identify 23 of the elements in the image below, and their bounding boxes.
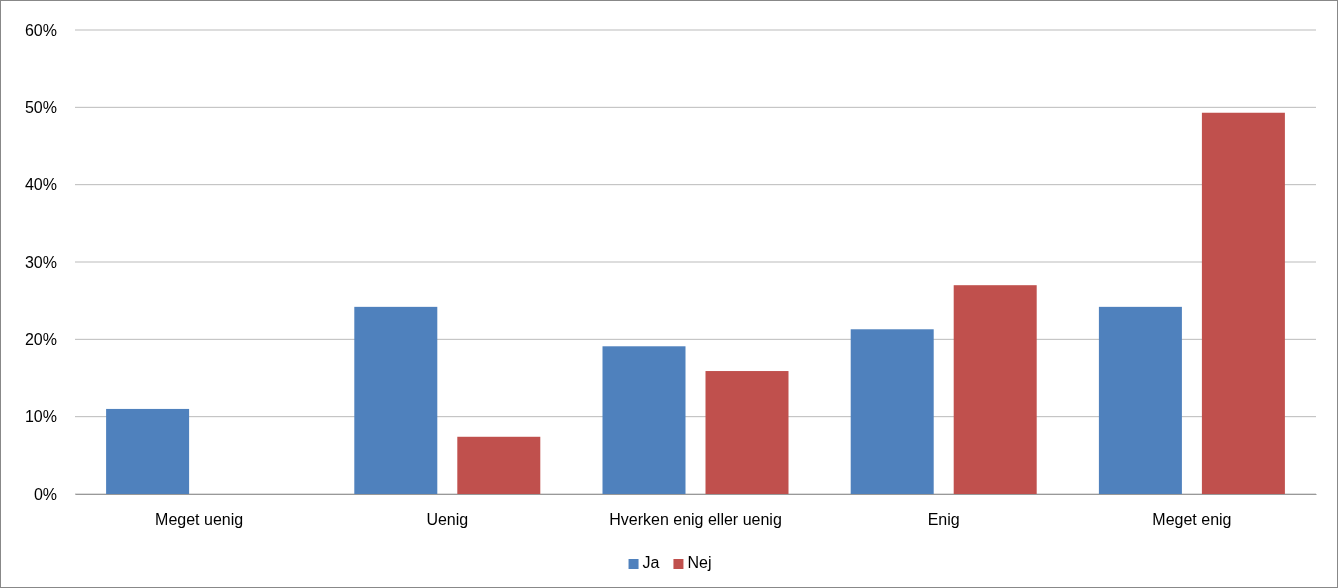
legend-label: Nej	[687, 554, 712, 571]
y-tick-label: 30%	[24, 253, 57, 271]
y-tick-label: 60%	[24, 21, 57, 39]
y-tick-label: 20%	[24, 330, 57, 348]
bar	[354, 306, 438, 494]
y-tick-label: 0%	[33, 485, 57, 503]
bar	[106, 408, 190, 494]
legend-label: Ja	[642, 554, 660, 571]
bar	[953, 285, 1037, 494]
x-tick-label: Uenig	[426, 511, 469, 529]
y-tick-label: 40%	[24, 176, 57, 194]
bar	[1201, 112, 1285, 494]
x-tick-label: Meget enig	[1152, 511, 1232, 529]
y-tick-label: 50%	[24, 98, 57, 116]
y-tick-label: 10%	[24, 408, 57, 426]
x-tick-label: Meget uenig	[155, 511, 244, 529]
x-tick-label: Hverken enig eller uenig	[609, 511, 782, 529]
bar	[457, 436, 541, 494]
bar	[850, 329, 934, 494]
bar	[602, 346, 686, 494]
x-tick-label: Enig	[927, 511, 960, 529]
bar	[705, 371, 789, 494]
bar	[1098, 306, 1182, 494]
